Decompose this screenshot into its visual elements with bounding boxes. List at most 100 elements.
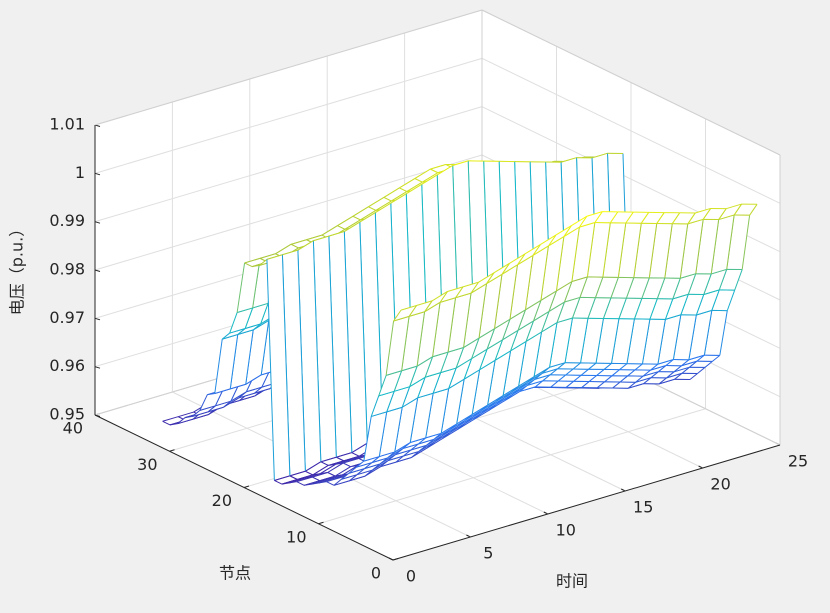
mesh-face	[321, 225, 345, 239]
mesh-edge	[689, 360, 698, 368]
mesh-face	[394, 366, 418, 392]
mesh-edge	[672, 293, 689, 300]
mesh-edge	[410, 437, 426, 443]
mesh-face	[448, 358, 472, 389]
mesh-edge	[327, 472, 336, 477]
mesh-edge	[580, 368, 589, 376]
mesh-face	[430, 164, 454, 173]
mesh-edge	[311, 476, 320, 482]
mesh-edge	[386, 391, 395, 413]
mesh-face	[526, 311, 549, 342]
mesh-edge	[343, 457, 359, 464]
mesh-edge	[334, 466, 351, 477]
mesh-edge	[363, 456, 380, 462]
mesh-edge	[533, 300, 542, 322]
mesh-edge	[657, 319, 666, 365]
mesh-face	[703, 269, 727, 295]
mesh-edge	[244, 257, 261, 264]
mesh-edge	[342, 462, 351, 468]
mesh-edge	[356, 469, 373, 476]
mesh-edge	[359, 222, 368, 444]
mesh-face	[448, 293, 471, 353]
y-tick-label: 0	[371, 564, 381, 583]
mesh-edge	[424, 356, 434, 378]
mesh-edge	[533, 331, 543, 377]
mesh-face	[363, 411, 387, 462]
mesh-edge	[456, 414, 473, 425]
mesh-face	[409, 356, 433, 387]
tick-mark	[94, 172, 101, 176]
mesh-edge	[494, 339, 503, 361]
mesh-edge	[596, 381, 605, 389]
mesh-face	[380, 456, 404, 467]
mesh-edge	[162, 416, 179, 422]
mesh-edge	[471, 348, 488, 360]
mesh-edge	[594, 276, 604, 298]
mesh-face	[395, 443, 419, 455]
mesh-edge	[343, 231, 353, 453]
mesh-edge	[527, 380, 543, 386]
mesh-face	[571, 222, 595, 282]
mesh-face	[402, 437, 426, 449]
mesh-face	[472, 360, 496, 415]
mesh-face	[341, 468, 365, 480]
mesh-face	[162, 416, 186, 425]
mesh-edge	[711, 289, 720, 311]
mesh-edge	[395, 457, 412, 463]
mesh-edge	[602, 297, 612, 319]
mesh-edge	[471, 369, 481, 415]
mesh-edge	[519, 386, 536, 392]
mesh-face	[579, 211, 603, 228]
mesh-edge	[502, 319, 511, 340]
mesh-edge	[656, 277, 666, 299]
mesh-edge	[349, 474, 358, 482]
mesh-edge	[394, 386, 410, 392]
mesh-edge	[326, 481, 335, 486]
mesh-face	[246, 371, 270, 392]
mesh-edge	[548, 236, 565, 247]
mesh-edge	[541, 322, 558, 333]
grid-line	[94, 106, 483, 223]
mesh-edge	[541, 311, 550, 333]
mesh-edge	[351, 452, 360, 457]
mesh-edge	[556, 317, 573, 324]
mesh-face	[417, 302, 441, 367]
mesh-edge	[245, 323, 261, 329]
mesh-edge	[327, 462, 344, 473]
mesh-edge	[502, 329, 519, 341]
mesh-edge	[486, 328, 495, 350]
mesh-edge	[379, 451, 395, 458]
mesh-edge	[712, 354, 721, 362]
mesh-edge	[336, 452, 352, 458]
mesh-edge	[432, 302, 441, 357]
mesh-edge	[192, 410, 201, 417]
mesh-edge	[571, 215, 588, 227]
mesh-edge	[386, 451, 396, 459]
mesh-edge	[333, 478, 342, 486]
mesh-edge	[386, 406, 403, 413]
mesh-edge	[648, 223, 658, 278]
mesh-edge	[643, 377, 652, 385]
x-axis	[392, 444, 781, 561]
mesh-edge	[378, 411, 388, 457]
z-tick-label: 1	[75, 163, 85, 182]
mesh-edge	[681, 359, 690, 367]
mesh-edge	[387, 455, 404, 462]
mesh-edge	[565, 380, 574, 388]
mesh-face	[487, 319, 510, 350]
mesh-edge	[236, 307, 253, 314]
mesh-face	[215, 385, 239, 406]
y-axis	[94, 414, 394, 561]
mesh-face	[238, 387, 262, 398]
mesh-face	[327, 463, 351, 477]
tick-mark	[94, 317, 101, 321]
mesh-edge	[177, 417, 186, 425]
mesh-edge	[733, 203, 743, 216]
mesh-edge	[169, 423, 178, 426]
mesh-face	[333, 474, 357, 486]
mesh-edge	[487, 395, 504, 406]
mesh-face	[494, 264, 518, 329]
mesh-edge	[509, 253, 526, 264]
mesh-face	[479, 274, 502, 339]
mesh-edge	[587, 297, 596, 319]
